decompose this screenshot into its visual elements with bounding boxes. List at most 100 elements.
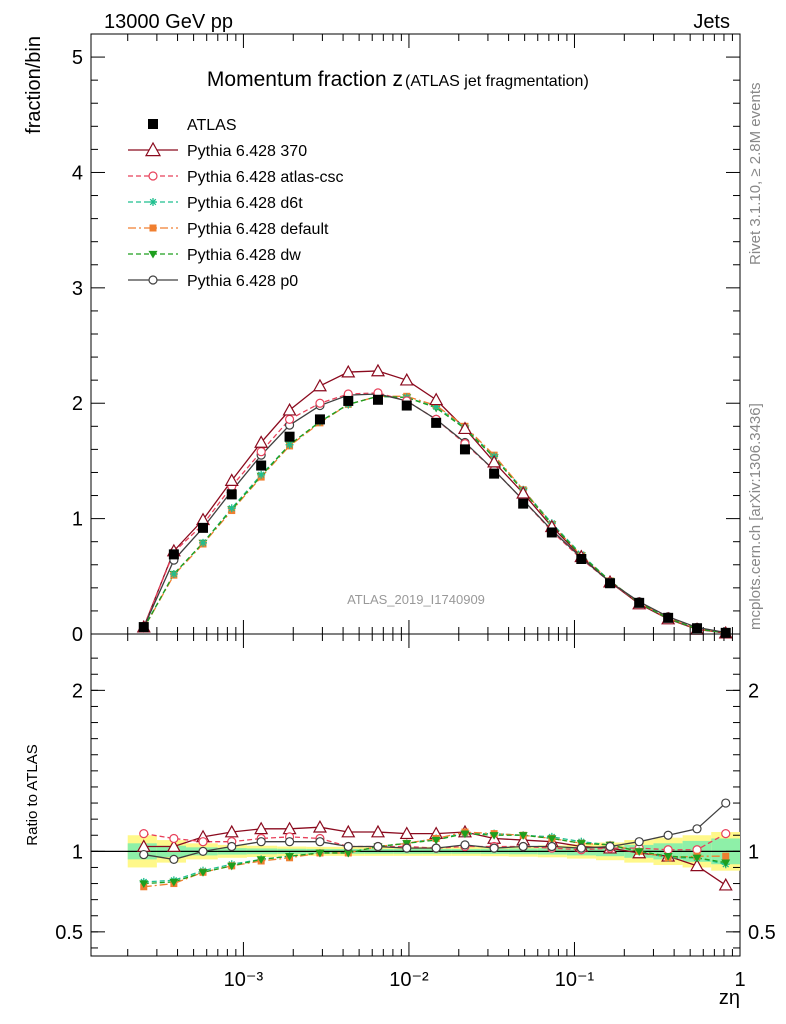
- main-point-ATLAS: [284, 431, 295, 442]
- legend-label: Pythia 6.428 atlas-csc: [187, 169, 344, 186]
- ratio-point-p0: [431, 843, 441, 853]
- main-point-p370: [457, 421, 472, 435]
- ratio-point-p0: [284, 837, 295, 847]
- main-point-ATLAS: [634, 597, 645, 608]
- ratio-point-p0: [692, 824, 702, 834]
- ratio-point-p0: [402, 843, 412, 853]
- ratio-point-dw: [663, 853, 673, 861]
- ratio-point-p370: [166, 839, 181, 852]
- main-point-ATLAS: [401, 400, 412, 411]
- main-point-p370: [224, 473, 239, 486]
- main-point-d6t: [257, 470, 266, 479]
- ratio-point-dw: [692, 854, 702, 863]
- x-tick-label: 10⁻¹: [555, 969, 595, 991]
- ratio-point-atlas_csc: [692, 845, 702, 855]
- main-y-tick-label: 5: [72, 47, 83, 69]
- ratio-point-p0: [489, 843, 499, 853]
- ratio-point-p370: [718, 877, 733, 891]
- ratio-point-dw: [518, 832, 528, 840]
- legend-item-d6t: Pythia 6.428 d6t: [128, 195, 303, 212]
- ratio-point-atlas_csc: [198, 837, 208, 847]
- main-point-ATLAS: [489, 468, 500, 479]
- x-axis-label: zη: [719, 987, 740, 1009]
- ratio-point-default: [722, 852, 730, 860]
- ratio-point-p0: [518, 841, 528, 852]
- main-point-ATLAS: [138, 622, 149, 633]
- ratio-y-axis-label: Ratio to ATLAS: [24, 744, 41, 845]
- main-point-ATLAS: [314, 414, 325, 425]
- legend-marker: [148, 275, 158, 285]
- ratio-point-p370: [370, 824, 385, 838]
- legend: ATLAS Pythia 6.428 370 Pythia 6.428 atlas-…: [128, 117, 344, 290]
- main-point-d6t: [227, 504, 236, 513]
- legend-label: Pythia 6.428 dw: [187, 247, 301, 264]
- main-point-ATLAS: [576, 554, 587, 564]
- main-y-axis-label: fraction/bin: [23, 36, 45, 134]
- ratio-point-dw: [460, 830, 470, 839]
- ratio-point-dw: [256, 856, 266, 864]
- main-point-atlas_csc: [284, 414, 295, 424]
- ratio-point-dw: [343, 849, 353, 858]
- main-point-p370: [312, 378, 327, 392]
- ratio-point-dw: [315, 849, 325, 858]
- main-y-tick-label: 1: [72, 509, 83, 531]
- legend-marker: [148, 119, 158, 129]
- x-tick-label: 10⁻²: [389, 969, 429, 991]
- main-point-ATLAS: [372, 394, 383, 405]
- main-plot-panel: 0 1 2 3 4 5 Momentum fraction z (ATLAS jet fr…: [23, 33, 741, 646]
- main-y-tick-label: 4: [72, 162, 83, 184]
- main-point-ATLAS: [226, 489, 237, 500]
- ratio-point-dw: [169, 878, 179, 887]
- main-line-default: [143, 395, 726, 634]
- main-point-ATLAS: [720, 627, 731, 638]
- main-point-ATLAS: [459, 444, 470, 455]
- legend-marker: [149, 224, 157, 232]
- ratio-point-p370: [341, 824, 356, 838]
- ratio-point-p0: [227, 841, 237, 852]
- main-point-p370: [487, 454, 502, 468]
- ratio-point-atlas_csc: [663, 845, 673, 855]
- rivet-label: Rivet 3.1.10, ≥ 2.8M events: [747, 83, 764, 266]
- main-point-ATLAS: [518, 498, 529, 509]
- main-point-p370: [282, 402, 297, 416]
- main-point-ATLAS: [692, 623, 703, 634]
- legend-label: Pythia 6.428 370: [187, 143, 307, 160]
- main-y-tick-label: 0: [72, 624, 83, 646]
- main-point-ATLAS: [605, 578, 616, 589]
- ratio-point-atlas_csc: [721, 829, 731, 839]
- ratio-point-p370: [254, 821, 269, 835]
- ratio-point-dw: [227, 862, 237, 871]
- ratio-point-p0: [721, 798, 731, 808]
- ratio-plot-panel: 0.5 0.5 1 1 2 2 Ratio to ATLAS: [24, 633, 776, 957]
- legend-item-dw: Pythia 6.428 dw: [128, 247, 301, 264]
- legend-item-atlas_csc: Pythia 6.428 atlas-csc: [128, 169, 344, 186]
- legend-label: Pythia 6.428 default: [187, 221, 329, 238]
- ratio-point-p370: [690, 858, 705, 872]
- main-point-p370: [370, 363, 385, 377]
- main-point-p370: [399, 372, 414, 386]
- ratio-point-p370: [312, 819, 327, 833]
- ratio-point-p0: [576, 843, 586, 853]
- main-point-atlas_csc: [315, 398, 325, 408]
- ratio-point-p0: [315, 837, 325, 847]
- ratio-point-dw: [431, 836, 441, 845]
- chart-subtitle: (ATLAS jet fragmentation): [405, 73, 589, 90]
- main-point-ATLAS: [343, 395, 354, 406]
- main-point-atlas_csc: [256, 447, 266, 457]
- ratio-point-p370: [224, 824, 239, 838]
- ratio-y-tick-label-right: 0.5: [748, 922, 776, 944]
- mcplots-label: mcplots.cern.ch [arXiv:1306.3436]: [747, 403, 764, 630]
- legend-item-p370: Pythia 6.428 370: [128, 141, 307, 160]
- main-point-d6t: [285, 440, 294, 449]
- main-point-ATLAS: [663, 612, 674, 623]
- legend-item-p0: Pythia 6.428 p0: [128, 273, 298, 290]
- ratio-point-p0: [139, 849, 149, 860]
- main-point-p370: [429, 392, 444, 406]
- ratio-point-p370: [399, 826, 414, 840]
- ratio-y-tick-label-right: 1: [748, 841, 759, 863]
- legend-item-default: Pythia 6.428 default: [128, 221, 329, 238]
- ratio-point-dw: [547, 835, 557, 843]
- watermark: ATLAS_2019_I1740909: [347, 592, 485, 607]
- x-tick-label: 1: [734, 969, 745, 991]
